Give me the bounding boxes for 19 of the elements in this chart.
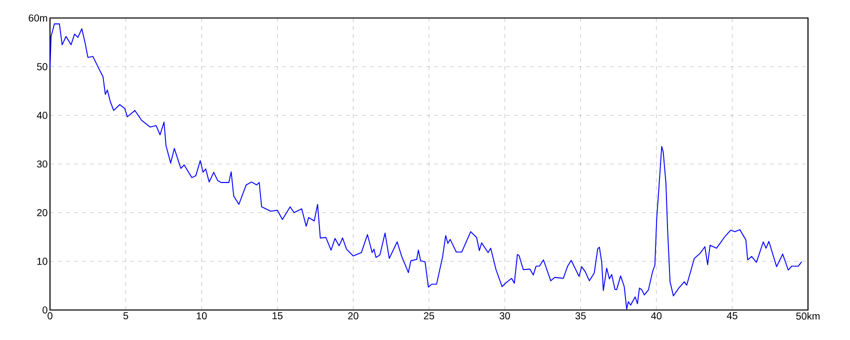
x-tick-label: 45	[726, 312, 738, 320]
y-tick-label: 10	[37, 258, 48, 265]
y-tick-label: 20	[37, 209, 48, 216]
x-tick-label: 35	[575, 312, 586, 320]
x-tick-label: 15	[272, 312, 283, 320]
x-tick-label: 10	[196, 312, 207, 320]
x-tick-label: 40	[651, 312, 662, 320]
x-tick-label: 50km	[796, 312, 820, 320]
y-tick-label: 0	[42, 306, 48, 314]
y-tick-label: 40	[36, 112, 48, 119]
x-tick-label: 20	[348, 312, 358, 320]
x-tick-label: 30	[500, 312, 510, 320]
x-tick-label: 0	[48, 312, 52, 320]
y-tick-label: 30	[36, 160, 48, 168]
line-series	[50, 23, 802, 310]
x-tick-label: 25	[424, 312, 434, 320]
y-tick-label: 60m	[28, 14, 48, 22]
y-tick-label: 50	[37, 63, 48, 70]
x-tick-label: 5	[123, 312, 128, 320]
